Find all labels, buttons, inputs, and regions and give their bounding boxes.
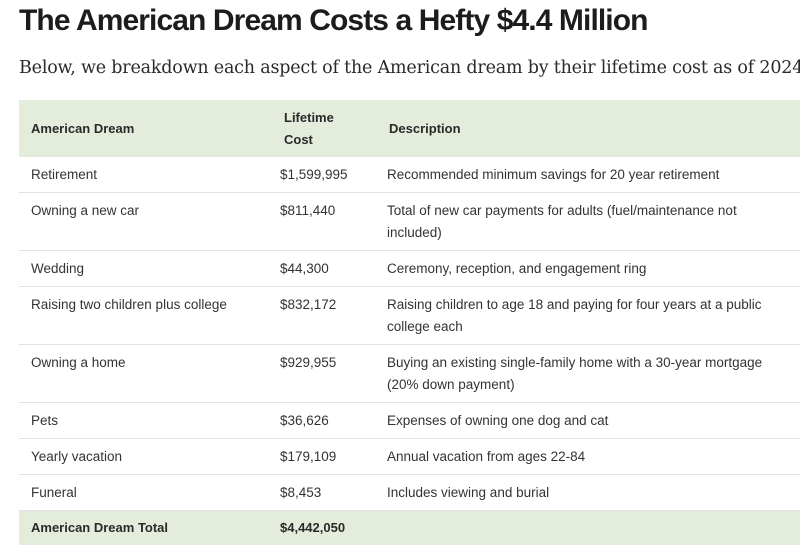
row-description: Includes viewing and burial — [377, 475, 800, 511]
row-description: Recommended minimum savings for 20 year … — [377, 157, 800, 193]
header-lifetime-cost-line2: Cost — [284, 132, 313, 147]
row-cost: $44,300 — [272, 251, 377, 287]
row-description: Raising children to age 18 and paying fo… — [377, 287, 800, 345]
table-row: Pets $36,626 Expenses of owning one dog … — [19, 403, 800, 439]
row-dream: Owning a new car — [19, 193, 272, 251]
row-dream: Owning a home — [19, 345, 272, 403]
row-cost: $8,453 — [272, 475, 377, 511]
row-cost: $811,440 — [272, 193, 377, 251]
header-description: Description — [377, 100, 800, 157]
row-dream: Wedding — [19, 251, 272, 287]
american-dream-cost-table: American Dream Lifetime Cost Description… — [19, 100, 800, 545]
row-description: Expenses of owning one dog and cat — [377, 403, 800, 439]
table-header-row: American Dream Lifetime Cost Description — [19, 100, 800, 157]
table-row: Owning a new car $811,440 Total of new c… — [19, 193, 800, 251]
row-dream: Raising two children plus college — [19, 287, 272, 345]
table-row: Funeral $8,453 Includes viewing and buri… — [19, 475, 800, 511]
header-american-dream: American Dream — [19, 100, 272, 157]
table-row: Raising two children plus college $832,1… — [19, 287, 800, 345]
total-description — [377, 511, 800, 545]
page-title: The American Dream Costs a Hefty $4.4 Mi… — [19, 4, 648, 38]
row-description: Buying an existing single-family home wi… — [377, 345, 800, 403]
row-dream: Funeral — [19, 475, 272, 511]
table-row: Owning a home $929,955 Buying an existin… — [19, 345, 800, 403]
intro-text: Below, we breakdown each aspect of the A… — [19, 58, 800, 78]
row-dream: Retirement — [19, 157, 272, 193]
row-cost: $832,172 — [272, 287, 377, 345]
table-total-row: American Dream Total $4,442,050 — [19, 511, 800, 545]
header-lifetime-cost-line1: Lifetime — [284, 110, 334, 125]
table-row: Retirement $1,599,995 Recommended minimu… — [19, 157, 800, 193]
row-description: Ceremony, reception, and engagement ring — [377, 251, 800, 287]
row-cost: $929,955 — [272, 345, 377, 403]
table-row: Yearly vacation $179,109 Annual vacation… — [19, 439, 800, 475]
row-description: Annual vacation from ages 22-84 — [377, 439, 800, 475]
row-cost: $36,626 — [272, 403, 377, 439]
row-cost: $179,109 — [272, 439, 377, 475]
row-cost: $1,599,995 — [272, 157, 377, 193]
header-lifetime-cost: Lifetime Cost — [272, 100, 377, 157]
total-label: American Dream Total — [19, 511, 272, 545]
row-description: Total of new car payments for adults (fu… — [377, 193, 800, 251]
table-row: Wedding $44,300 Ceremony, reception, and… — [19, 251, 800, 287]
row-dream: Pets — [19, 403, 272, 439]
total-cost: $4,442,050 — [272, 511, 377, 545]
row-dream: Yearly vacation — [19, 439, 272, 475]
